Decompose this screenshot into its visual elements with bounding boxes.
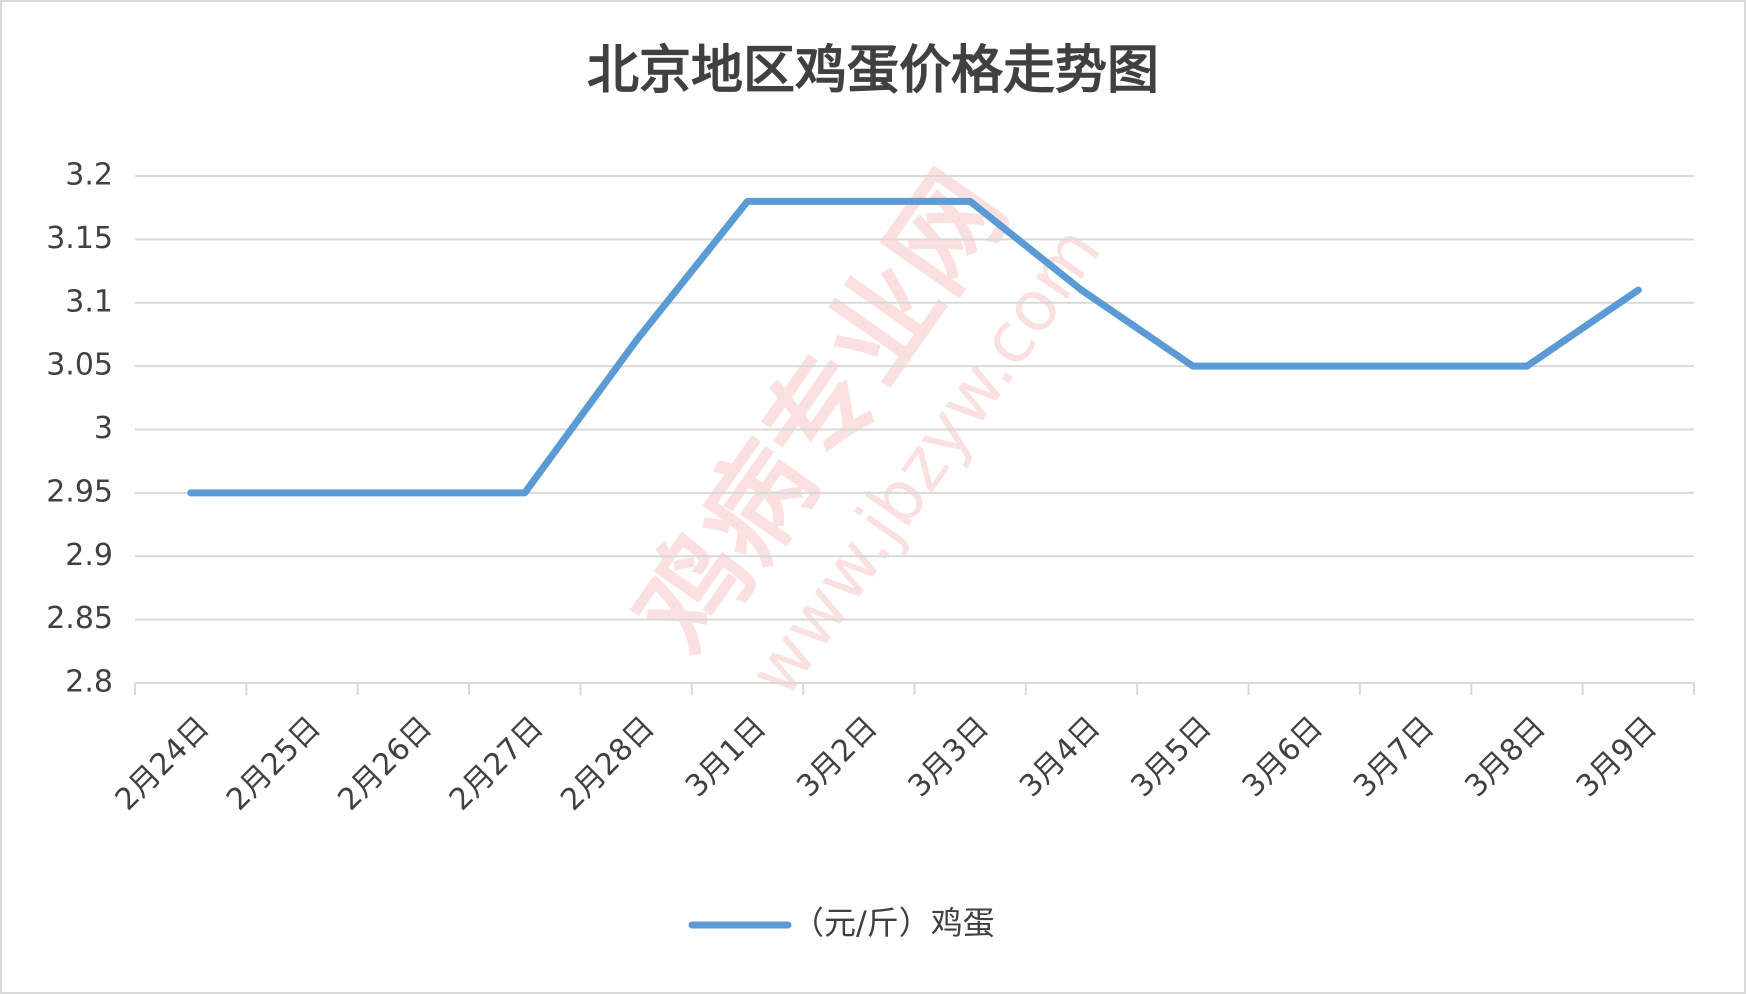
y-tick-label: 3.15: [46, 221, 113, 256]
chart-title: 北京地区鸡蛋价格走势图: [587, 41, 1159, 101]
y-tick-label: 2.8: [65, 665, 113, 700]
y-tick-label: 2.9: [65, 538, 113, 573]
legend-label: （元/斤）鸡蛋: [792, 904, 995, 942]
y-tick-label: 3.05: [46, 348, 113, 383]
y-tick-label: 3.1: [65, 284, 113, 319]
y-tick-label: 2.95: [46, 474, 113, 509]
y-tick-label: 3.2: [65, 158, 113, 193]
y-tick-label: 2.85: [46, 601, 113, 636]
y-tick-label: 3: [94, 411, 113, 446]
line-series: [187, 197, 1642, 497]
